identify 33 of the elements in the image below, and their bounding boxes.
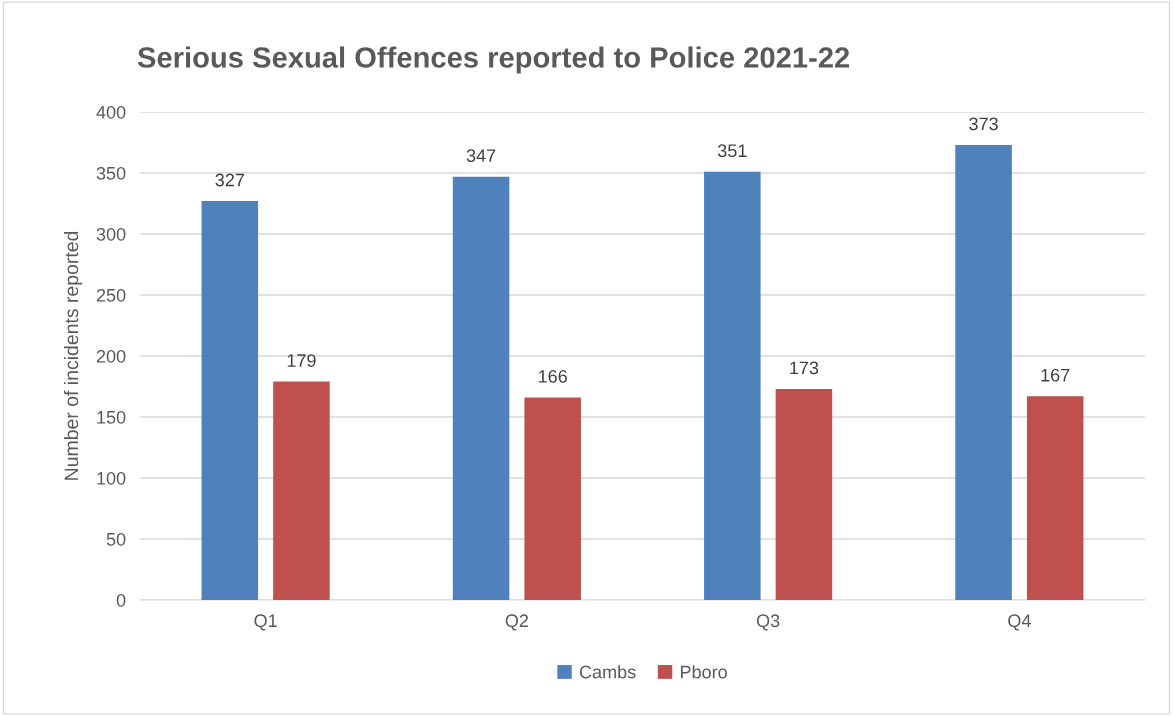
y-tick-label: 300 — [96, 227, 126, 241]
x-tick-label: Q1 — [254, 614, 277, 631]
x-tick-label: Q2 — [505, 614, 529, 631]
bar — [201, 201, 259, 600]
x-tick-label: Q4 — [1008, 614, 1031, 631]
bar — [273, 381, 330, 600]
bar — [524, 397, 581, 600]
y-tick-label: 50 — [106, 532, 126, 546]
x-tick-label: Q3 — [756, 614, 780, 631]
data-label: 166 — [538, 370, 567, 383]
data-label: 351 — [717, 144, 747, 158]
y-tick-label: 150 — [97, 410, 126, 424]
data-label: 373 — [969, 117, 998, 131]
bar — [704, 171, 761, 600]
y-tick-label: 250 — [96, 288, 126, 302]
legend-label: Pboro — [680, 665, 727, 679]
y-tick-label: 200 — [96, 349, 126, 363]
bar — [1026, 396, 1084, 600]
y-axis-title: Number of incidents reported — [63, 231, 83, 480]
data-label: 173 — [790, 361, 819, 375]
data-label: 347 — [466, 149, 496, 162]
data-label: 327 — [215, 173, 244, 187]
y-tick-label: 100 — [97, 471, 126, 485]
chart-title: Serious Sexual Offences reported to Police 2021-22 — [137, 46, 850, 74]
bar — [452, 176, 510, 600]
data-label: 167 — [1041, 368, 1070, 382]
y-tick-label: 350 — [96, 166, 126, 180]
bar — [955, 144, 1012, 600]
bar — [775, 388, 833, 600]
y-tick-label: 400 — [96, 105, 126, 119]
data-label: 179 — [287, 354, 316, 367]
legend-label: Cambs — [579, 665, 636, 679]
y-tick-label: 0 — [116, 593, 126, 607]
